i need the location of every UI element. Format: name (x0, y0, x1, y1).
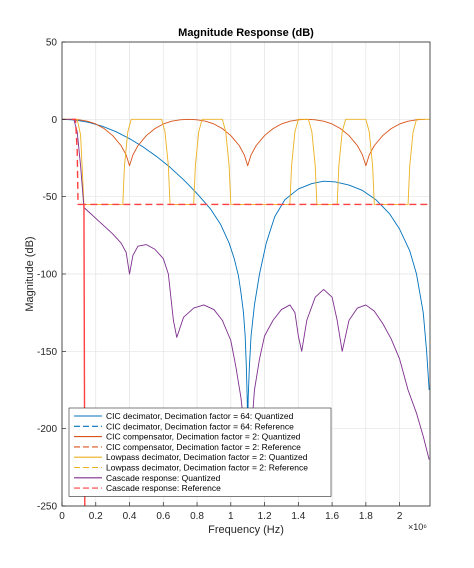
x-axis-exponent: ×10⁶ (408, 522, 427, 532)
chart-title: Magnitude Response (dB) (178, 27, 314, 39)
legend-entry: Lowpass decimator, Decimation factor = 2… (106, 452, 308, 462)
y-tick-label: -200 (37, 424, 57, 435)
y-tick-label: -50 (43, 192, 58, 203)
y-tick-label: -150 (37, 347, 57, 358)
x-tick-label: 2 (397, 511, 403, 522)
legend-entry: Lowpass decimator, Decimation factor = 2… (106, 463, 308, 473)
y-axis-label: Magnitude (dB) (24, 236, 36, 311)
y-tick-label: 50 (46, 38, 58, 49)
legend-entry: CIC compensator, Decimation factor = 2: … (106, 432, 301, 442)
x-tick-label: 1.2 (258, 511, 272, 522)
series-line-3 (62, 118, 425, 167)
legend-box (68, 407, 332, 497)
y-tick-label: -100 (37, 270, 57, 281)
legend-entry: CIC decimator, Decimation factor = 64: R… (106, 421, 294, 431)
x-tick-label: 1.8 (359, 511, 373, 522)
x-axis-label: Frequency (Hz) (208, 524, 284, 536)
y-tick-label: -250 (37, 502, 57, 513)
legend-entry: CIC compensator, Decimation factor = 2: … (106, 442, 301, 452)
tick-labels: 0 0.2 0.4 0.6 0.8 1 1.2 1.4 1.6 1.8 2 50 0 -50 -100 -15… (37, 38, 403, 523)
x-tick-label: 1.6 (325, 511, 339, 522)
x-tick-label: 0 (59, 511, 65, 522)
x-tick-label: 0.2 (89, 511, 103, 522)
x-tick-label: 0.4 (123, 511, 137, 522)
legend-entry: CIC decimator, Decimation factor = 64: Q… (106, 411, 294, 421)
x-tick-label: 1.4 (291, 511, 305, 522)
y-tick-label: 0 (51, 115, 57, 126)
x-tick-label: 1 (228, 511, 234, 522)
legend-entry: Cascade response: Reference (106, 483, 221, 493)
legend-entry: Cascade response: Quantized (106, 473, 221, 483)
series-line-8 (72, 118, 430, 506)
legend: CIC decimator, Decimation factor = 64: Q… (68, 407, 332, 497)
x-tick-label: 0.6 (156, 511, 170, 522)
x-tick-label: 0.8 (190, 511, 204, 522)
